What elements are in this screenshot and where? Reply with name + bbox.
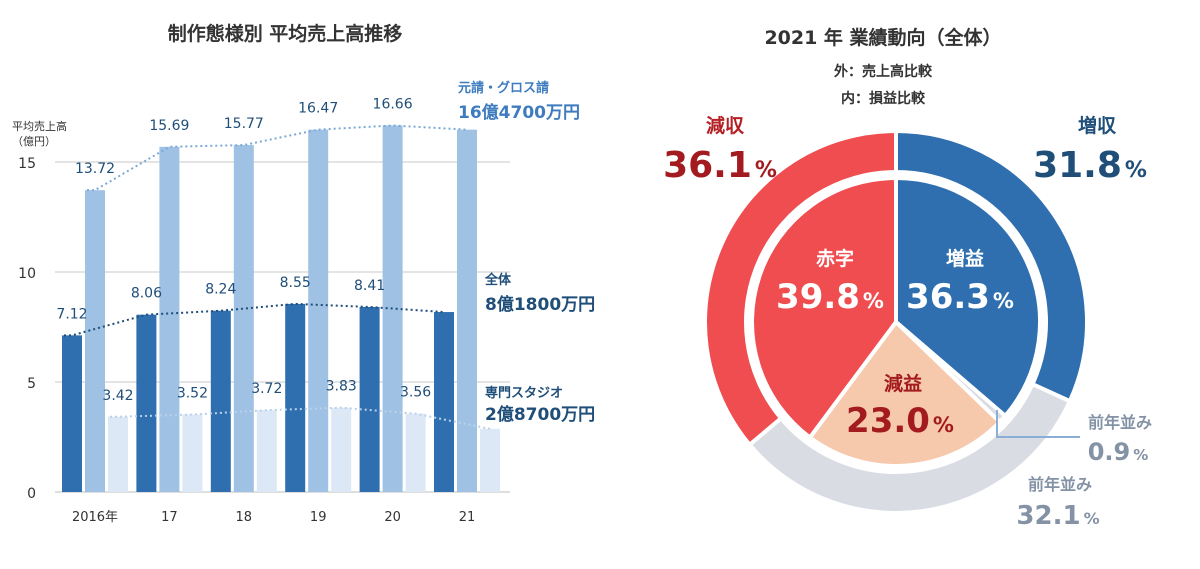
data-label-s1-4: 16.66	[373, 96, 413, 112]
x-tick-5: 21	[459, 510, 476, 525]
inner-value-0: 36.3%	[906, 277, 1014, 317]
bar-18-s0	[210, 310, 231, 492]
data-label-s0-2: 8.24	[205, 282, 236, 298]
inner-value-1: 0.9%	[1088, 438, 1149, 466]
bar-19-s0	[285, 303, 306, 492]
annotation-value-1: 8億1800万円	[485, 294, 595, 315]
annotation-value-2: 2億8700万円	[485, 404, 595, 425]
donut-labels: 増収 31.8 % 減収 36.1 % 前年並み 32.1 % 増益 36.3 % 赤字 39.8 % 減益 2…	[663, 114, 1152, 531]
data-label-s0-1: 8.06	[131, 286, 162, 302]
y-tick-15: 15	[18, 156, 36, 172]
y-axis-label-line2: （億円）	[12, 135, 56, 148]
bar-17-s0	[136, 314, 157, 492]
inner-label-0: 増益	[946, 247, 984, 270]
data-label-s0-4: 8.41	[354, 278, 385, 294]
trend-line-s1	[87, 124, 468, 192]
outer-slice-2	[703, 128, 898, 448]
bars	[62, 125, 500, 492]
x-tick-0: 2016年	[72, 510, 118, 525]
bar-19-s2	[331, 407, 352, 492]
x-tick-2: 18	[236, 510, 253, 525]
outer-ring	[703, 128, 1089, 515]
bar-17-s2	[182, 414, 203, 492]
donut-chart: 2021 年 業績動向（全体） 外：売上高比較 内：損益比較 増収 31.8 % 減収…	[663, 26, 1152, 531]
inner-label-3: 赤字	[816, 247, 854, 270]
bar-18-s2	[256, 410, 277, 492]
data-label-s0-0: 7.12	[56, 306, 87, 322]
outer-label-2: 減収	[706, 114, 745, 137]
inner-pie	[750, 175, 1042, 468]
x-tick-4: 20	[384, 510, 401, 525]
x-axis-ticks: 2016年 17 18 19 20 21	[72, 510, 475, 525]
bar-chart: 制作態様別 平均売上高推移 平均売上高 （億円） 0 5 10 15 7.12 8.06…	[12, 22, 595, 525]
annotation-value-0: 16億4700万円	[458, 102, 580, 123]
annotation-name-0: 元請・グロス請	[458, 80, 549, 96]
y-tick-5: 5	[27, 376, 36, 392]
data-label-s2-1: 3.52	[177, 386, 208, 402]
outer-label-1: 前年並み	[1028, 475, 1092, 494]
data-label-s1-3: 16.47	[298, 101, 338, 117]
inner-label-1: 前年並み	[1088, 413, 1152, 432]
bar-2016-s1	[85, 190, 105, 492]
trend-lines	[64, 124, 491, 430]
inner-flat-leader	[996, 410, 1080, 438]
data-label-s1-1: 15.69	[149, 118, 189, 134]
trend-line-s2	[110, 406, 491, 430]
y-tick-0: 0	[27, 486, 36, 502]
bar-20-s0	[359, 306, 380, 492]
data-label-s1-2: 15.77	[224, 116, 264, 132]
bar-21-s2	[480, 428, 500, 492]
data-label-s2-3: 3.83	[326, 379, 357, 395]
donut-chart-title: 2021 年 業績動向（全体）	[764, 26, 1001, 49]
bar-21-s0	[434, 312, 454, 492]
annotation-name-1: 全体	[484, 272, 512, 288]
inner-slice-3	[750, 175, 898, 441]
y-axis-label-line1: 平均売上高	[12, 119, 67, 133]
bar-2016-s0	[62, 335, 82, 492]
inner-label-2: 減益	[884, 372, 922, 395]
data-label-s1-0: 13.72	[75, 161, 115, 177]
bar-18-s1	[233, 145, 254, 492]
outer-label-0: 増収	[1078, 114, 1117, 137]
donut-subtitle-inner: 内：損益比較	[841, 90, 926, 107]
outer-value-2: 36.1%	[663, 145, 777, 186]
inner-slice-0	[894, 175, 1042, 419]
x-tick-3: 19	[310, 510, 327, 525]
bar-20-s2	[405, 413, 426, 492]
data-label-s2-0: 3.42	[102, 388, 133, 404]
y-tick-10: 10	[18, 266, 36, 282]
bar-chart-title: 制作態様別 平均売上高推移	[168, 22, 403, 45]
bar-19-s1	[308, 129, 329, 492]
data-label-s2-2: 3.72	[251, 381, 282, 397]
inner-slice-2	[807, 318, 1003, 468]
inner-value-3: 39.8%	[776, 277, 884, 317]
outer-value-1: 32.1%	[1016, 501, 1099, 531]
outer-value-0: 31.8%	[1033, 145, 1147, 186]
data-labels: 7.12 8.06 8.24 8.55 8.41 13.72 15.69 15.77 16.47…	[56, 96, 431, 403]
donut-subtitle-outer: 外：売上高比較	[834, 63, 933, 80]
inner-value-2: 23.0%	[846, 401, 954, 441]
data-label-s2-4: 3.56	[400, 385, 431, 401]
y-axis-ticks: 0 5 10 15	[18, 156, 36, 502]
annotation-name-2: 専門スタジオ	[485, 385, 563, 401]
bar-21-s1	[457, 129, 477, 492]
bar-2016-s2	[108, 416, 128, 492]
x-tick-1: 17	[161, 510, 178, 525]
bar-17-s1	[159, 146, 180, 492]
data-label-s0-3: 8.55	[280, 275, 311, 291]
